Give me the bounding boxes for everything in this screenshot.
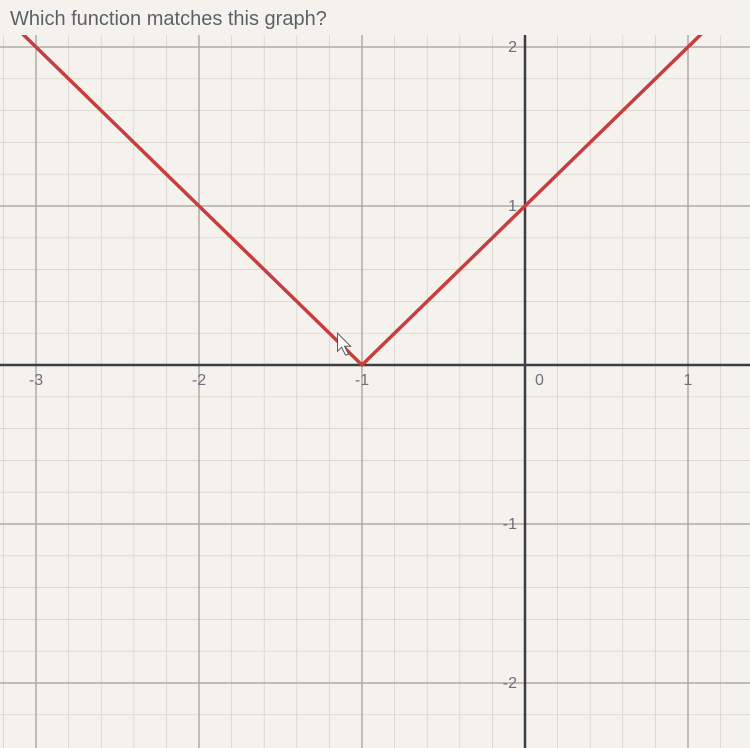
svg-text:2: 2	[508, 39, 517, 56]
svg-text:-1: -1	[355, 372, 369, 389]
graph-svg: -3 -2 -1 0 1 2 1 -1 -2	[0, 35, 750, 748]
svg-text:-3: -3	[29, 372, 43, 389]
svg-text:-2: -2	[503, 675, 517, 692]
svg-text:-1: -1	[503, 516, 517, 533]
svg-text:0: 0	[535, 372, 544, 389]
svg-text:1: 1	[508, 198, 517, 215]
graph: -3 -2 -1 0 1 2 1 -1 -2	[0, 35, 750, 748]
question-text: Which function matches this graph?	[10, 8, 327, 31]
svg-text:-2: -2	[192, 372, 206, 389]
svg-text:1: 1	[684, 372, 693, 389]
